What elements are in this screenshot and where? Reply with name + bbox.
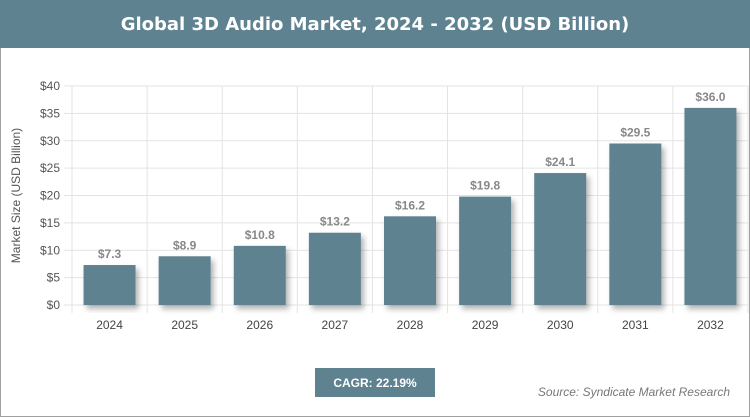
bar-2030	[534, 173, 587, 305]
bar-2028	[384, 216, 436, 305]
x-tick-label: 2032	[697, 318, 724, 332]
cagr-badge: CAGR: 22.19%	[315, 368, 435, 397]
chart-title: Global 3D Audio Market, 2024 - 2032 (USD…	[0, 0, 750, 48]
data-label: $8.9	[173, 238, 197, 252]
data-label: $29.5	[620, 125, 650, 139]
x-tick-label: 2029	[472, 318, 499, 332]
x-tick-label: 2024	[96, 318, 123, 332]
x-tick-label: 2026	[246, 318, 273, 332]
y-tick-label: $10	[40, 243, 60, 257]
y-tick-label: $0	[47, 298, 61, 312]
bar-2031	[609, 143, 662, 305]
y-tick-label: $35	[40, 106, 60, 120]
y-tick-label: $30	[40, 134, 60, 148]
y-tick-label: $15	[40, 216, 60, 230]
x-tick-label: 2030	[547, 318, 574, 332]
data-label: $24.1	[545, 155, 575, 169]
x-tick-label: 2027	[322, 318, 349, 332]
data-label: $36.0	[695, 90, 725, 104]
bar-2025	[158, 256, 211, 305]
data-label: $19.8	[470, 179, 500, 193]
y-tick-label: $5	[47, 271, 61, 285]
y-tick-label: $20	[40, 189, 60, 203]
bar-2029	[459, 196, 512, 305]
data-label: $13.2	[320, 215, 350, 229]
bar-2024	[83, 265, 136, 305]
bar-2032	[684, 107, 737, 306]
x-tick-label: 2025	[171, 318, 198, 332]
bar-2027	[308, 232, 361, 305]
source-note: Source: Syndicate Market Research	[537, 385, 730, 399]
x-tick-label: 2031	[622, 318, 649, 332]
y-tick-label: $25	[40, 161, 60, 175]
y-axis-title: Market Size (USD Billion)	[9, 128, 23, 263]
x-tick-label: 2028	[397, 318, 424, 332]
data-label: $16.2	[395, 198, 425, 212]
bar-2026	[233, 245, 286, 305]
y-tick-label: $40	[40, 79, 60, 93]
data-label: $10.8	[245, 228, 275, 242]
data-label: $7.3	[98, 247, 122, 261]
